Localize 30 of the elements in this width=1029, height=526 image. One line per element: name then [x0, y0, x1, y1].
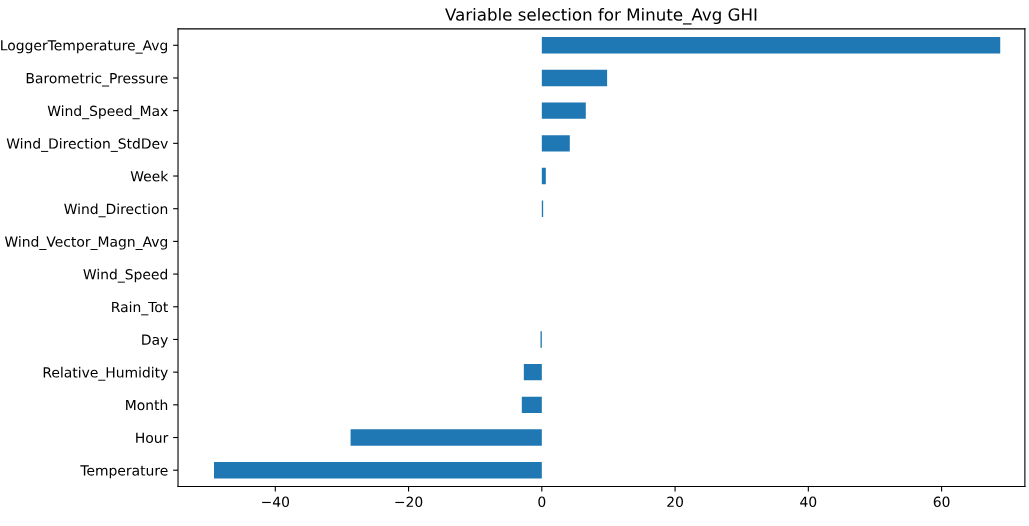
bar — [541, 69, 608, 87]
y-tick-label: LoggerTemperature_Avg — [1, 40, 168, 54]
x-tick-label: 0 — [538, 496, 546, 508]
y-tick-label: Wind_Direction — [64, 203, 168, 218]
bar — [541, 167, 546, 185]
y-tick-label: Relative_Humidity — [43, 366, 168, 381]
y-tick-label: Wind_Speed_Max — [47, 105, 168, 120]
chart-title: Variable selection for Minute_Avg GHI — [445, 7, 757, 25]
x-tick-label: 40 — [800, 496, 817, 508]
y-tick-label: Month — [126, 399, 168, 411]
x-tick-label: 60 — [933, 496, 950, 508]
y-tick-label: Temperature — [80, 465, 168, 479]
x-tick-label: 20 — [667, 496, 683, 508]
bar — [350, 429, 542, 446]
y-tick-label: Day — [142, 334, 168, 348]
y-tick-label: Wind_Vector_Magn_Avg — [4, 236, 168, 250]
x-tick-label: −40 — [262, 496, 290, 508]
bar — [541, 37, 1001, 54]
bar — [523, 363, 542, 381]
bar — [521, 396, 542, 413]
y-tick-label: Week — [130, 170, 169, 182]
x-tick-label: −20 — [395, 496, 423, 508]
y-tick-label: Hour — [136, 432, 169, 443]
y-tick-label: Barometric_Pressure — [26, 72, 168, 87]
y-tick-label: Wind_Speed — [83, 268, 168, 283]
bar — [541, 135, 570, 152]
bar — [541, 102, 586, 119]
y-tick-label: Wind_Direction_StdDev — [6, 138, 168, 152]
y-tick-label: Rain_Tot — [112, 301, 168, 316]
bar — [214, 462, 542, 479]
